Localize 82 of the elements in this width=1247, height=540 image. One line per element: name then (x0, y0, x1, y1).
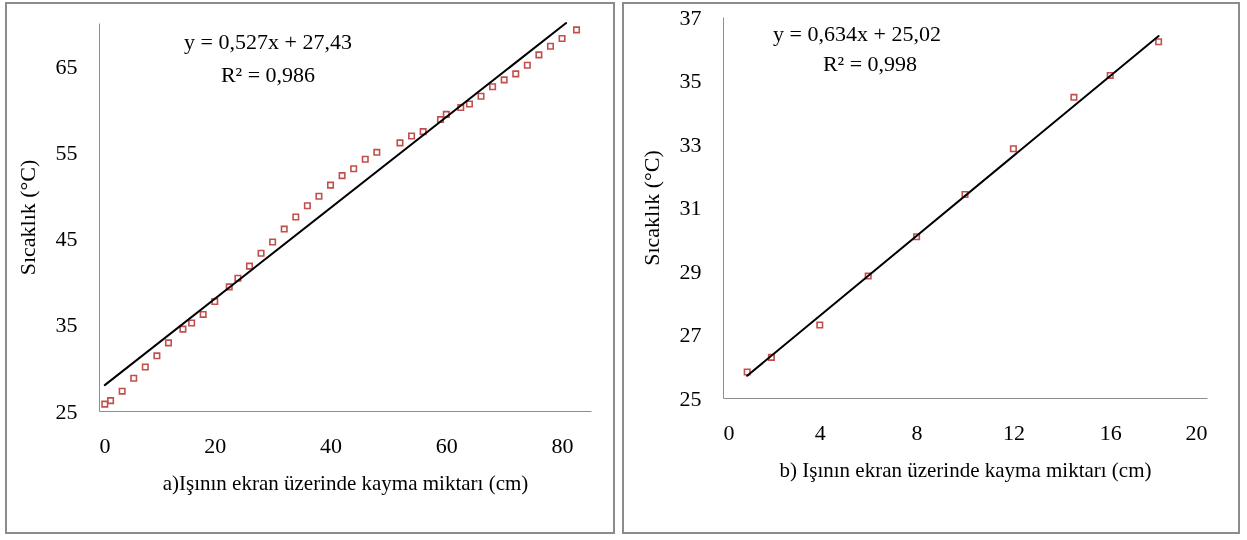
x-axis-title: b) Işının ekran üzerinde kayma miktarı (cm) (779, 457, 1152, 482)
point (1070, 93, 1078, 101)
point (442, 110, 450, 118)
annotation: y = 0,527x + 27,43 (184, 29, 352, 54)
point (141, 363, 149, 371)
y-tick-label: 33 (679, 131, 702, 157)
point (361, 155, 369, 163)
x-axis-title: a)Işının ekran üzerinde kayma miktarı (cm) (162, 470, 529, 495)
point (864, 272, 872, 280)
point (816, 321, 824, 329)
point (396, 139, 404, 147)
x-tick-label: 0 (99, 432, 111, 458)
point (1009, 145, 1017, 153)
point (477, 92, 485, 100)
y-axis-title: Sıcaklık (°C) (638, 150, 664, 266)
x-tick-label: 60 (435, 432, 458, 458)
point (225, 283, 233, 291)
point (130, 374, 138, 382)
point (767, 353, 775, 361)
y-tick-label: 37 (679, 4, 702, 30)
point (107, 397, 115, 405)
x-tick-label: 12 (1002, 419, 1025, 445)
y-tick-label: 25 (679, 385, 702, 411)
annotation: R² = 0,998 (822, 51, 918, 76)
point (234, 274, 242, 282)
y-tick-label: 25 (55, 398, 78, 424)
annotation: y = 0,634x + 25,02 (773, 21, 941, 46)
point (489, 83, 497, 91)
y-tick-label: 45 (55, 226, 78, 252)
point (292, 213, 300, 221)
point (1155, 38, 1163, 46)
point (408, 132, 416, 140)
point (457, 103, 465, 112)
y-tick-label: 65 (55, 53, 78, 79)
point (558, 34, 566, 43)
point (179, 325, 187, 333)
x-tick-label: 16 (1099, 419, 1122, 445)
y-tick-label: 31 (679, 195, 702, 220)
annotation: R² = 0,986 (220, 62, 316, 87)
y-tick-label: 35 (55, 312, 78, 338)
point (419, 128, 427, 136)
x-tick-label: 4 (814, 419, 826, 445)
x-tick-label: 0 (723, 419, 735, 445)
point (164, 339, 172, 347)
x-tick-label: 20 (204, 432, 227, 458)
point (269, 238, 277, 246)
point (350, 165, 358, 173)
point (118, 387, 126, 395)
point (303, 202, 311, 210)
point (500, 76, 508, 84)
x-tick-label: 20 (1185, 419, 1208, 445)
point (961, 190, 969, 199)
x-tick-label: 80 (551, 432, 574, 458)
point (153, 352, 161, 360)
point (326, 181, 335, 189)
y-tick-label: 55 (55, 139, 78, 165)
point (1106, 71, 1114, 79)
y-tick-label: 27 (679, 322, 702, 347)
point (546, 42, 555, 50)
point (315, 192, 323, 200)
point (101, 400, 109, 408)
point (465, 100, 473, 108)
point (373, 148, 381, 156)
x-tick-label: 8 (911, 419, 923, 445)
point (199, 310, 207, 318)
point (245, 262, 254, 270)
point (743, 368, 751, 376)
point (535, 51, 543, 59)
y-tick-label: 29 (679, 258, 702, 284)
x-tick-label: 40 (320, 432, 343, 458)
point (188, 319, 196, 327)
point (280, 225, 288, 233)
point (913, 233, 921, 241)
point (436, 116, 445, 124)
point (338, 172, 346, 180)
y-tick-label: 35 (679, 68, 702, 93)
point (572, 26, 581, 34)
point (211, 297, 219, 306)
y-axis-title: Sıcaklık (°C) (14, 159, 40, 276)
point (523, 61, 531, 69)
point (512, 70, 520, 78)
point (257, 249, 265, 257)
